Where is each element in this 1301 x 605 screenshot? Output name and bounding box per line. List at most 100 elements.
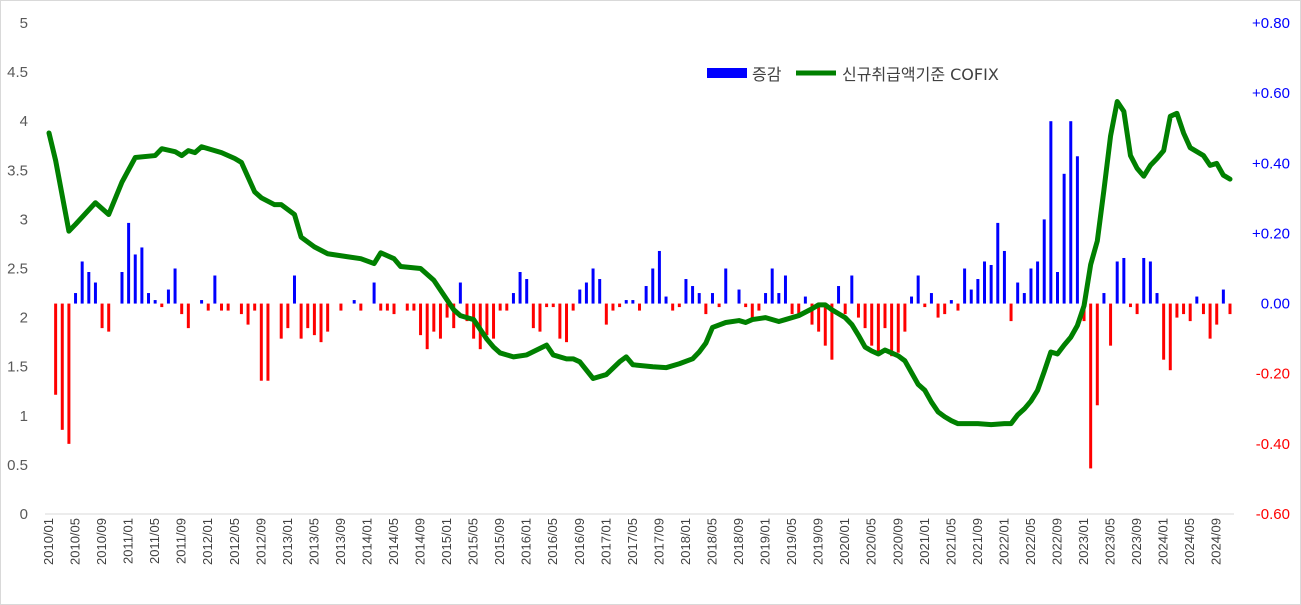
change-bar bbox=[545, 303, 549, 308]
change-bar bbox=[697, 293, 701, 304]
change-bar bbox=[830, 303, 834, 360]
x-tick-label: 2012/01 bbox=[200, 518, 215, 565]
change-bar bbox=[200, 300, 204, 304]
change-bar bbox=[531, 303, 535, 329]
change-bar bbox=[213, 275, 217, 304]
change-bar bbox=[591, 268, 595, 304]
change-bar bbox=[850, 275, 854, 304]
x-tick-label: 2011/05 bbox=[147, 518, 162, 564]
x-tick-label: 2019/09 bbox=[811, 518, 826, 565]
change-bar bbox=[140, 247, 144, 304]
change-bar bbox=[299, 303, 303, 339]
change-bar bbox=[266, 303, 270, 381]
x-tick-label: 2020/05 bbox=[864, 518, 879, 565]
change-bar bbox=[306, 303, 310, 329]
change-bar bbox=[777, 293, 781, 304]
change-bar bbox=[737, 289, 741, 304]
change-bar bbox=[1069, 121, 1073, 304]
change-bar bbox=[67, 303, 71, 444]
x-tick-label: 2021/09 bbox=[970, 518, 985, 565]
x-tick-label: 2016/01 bbox=[519, 518, 534, 565]
change-bar bbox=[551, 303, 555, 308]
x-tick-label: 2018/01 bbox=[678, 518, 693, 565]
x-tick-label: 2015/01 bbox=[439, 518, 454, 565]
change-bar bbox=[1009, 303, 1013, 322]
left-axis: 0 0.5 1 1.5 2 2.5 3 3.5 4 4.5 5 bbox=[7, 15, 28, 523]
change-bar bbox=[598, 279, 602, 304]
change-bar bbox=[74, 293, 78, 304]
change-bar bbox=[750, 303, 754, 318]
change-bar bbox=[1102, 293, 1106, 304]
change-bar bbox=[452, 303, 456, 329]
change-bar bbox=[405, 303, 409, 311]
x-tick-label: 2012/09 bbox=[253, 518, 268, 565]
change-bar bbox=[624, 300, 628, 304]
left-tick-label: 1 bbox=[20, 408, 28, 425]
change-bar bbox=[339, 303, 343, 311]
x-tick-label: 2018/05 bbox=[705, 518, 720, 565]
change-bar bbox=[989, 264, 993, 304]
change-bar bbox=[757, 303, 761, 311]
x-tick-label: 2020/09 bbox=[890, 518, 905, 565]
change-bar bbox=[856, 303, 860, 318]
change-bar bbox=[671, 303, 675, 311]
change-bar bbox=[1208, 303, 1212, 339]
x-tick-label: 2021/05 bbox=[943, 518, 958, 565]
change-bar bbox=[710, 293, 714, 304]
change-bar bbox=[1168, 303, 1172, 371]
change-bar bbox=[359, 303, 363, 311]
right-tick-label: -0.40 bbox=[1256, 436, 1290, 453]
change-bar bbox=[1148, 261, 1152, 304]
change-bar bbox=[173, 268, 177, 304]
x-tick-label: 2022/01 bbox=[996, 518, 1011, 565]
x-tick-label: 2016/05 bbox=[545, 518, 560, 565]
change-bar bbox=[896, 303, 900, 353]
change-bar bbox=[246, 303, 250, 325]
change-bar bbox=[724, 268, 728, 304]
x-tick-label: 2013/01 bbox=[280, 518, 295, 565]
x-tick-label: 2010/05 bbox=[68, 518, 83, 565]
change-bar bbox=[60, 303, 64, 430]
change-bar bbox=[1142, 257, 1146, 304]
change-bar bbox=[127, 222, 131, 304]
change-bar bbox=[1182, 303, 1186, 315]
right-tick-label: -0.20 bbox=[1256, 366, 1290, 383]
left-tick-label: 4.5 bbox=[7, 64, 28, 81]
x-tick-label: 2015/09 bbox=[492, 518, 507, 565]
change-bar bbox=[578, 289, 582, 304]
change-bar bbox=[419, 303, 423, 336]
change-bar bbox=[651, 268, 655, 304]
change-bar bbox=[969, 289, 973, 304]
x-tick-label: 2019/01 bbox=[758, 518, 773, 565]
change-bar bbox=[186, 303, 190, 329]
change-bar bbox=[949, 300, 953, 304]
change-bar bbox=[286, 303, 290, 329]
change-bar bbox=[485, 303, 489, 336]
change-bar bbox=[1022, 293, 1026, 304]
change-bar bbox=[525, 279, 529, 304]
x-tick-label: 2019/05 bbox=[784, 518, 799, 565]
right-tick-label: +0.20 bbox=[1252, 225, 1290, 242]
change-bar bbox=[93, 282, 97, 304]
change-bar bbox=[803, 296, 807, 304]
change-bar bbox=[253, 303, 257, 311]
change-bar bbox=[538, 303, 542, 332]
change-bar bbox=[465, 303, 469, 322]
x-tick-label: 2015/05 bbox=[466, 518, 481, 565]
change-bar bbox=[1049, 121, 1053, 304]
change-bar bbox=[458, 282, 462, 304]
change-bar bbox=[876, 303, 880, 353]
change-bar bbox=[518, 272, 522, 304]
change-bar bbox=[1155, 293, 1159, 304]
change-bar bbox=[810, 303, 814, 325]
change-bar bbox=[1128, 303, 1132, 308]
change-bar bbox=[1115, 261, 1119, 304]
change-bar bbox=[963, 268, 967, 304]
change-bar bbox=[1075, 156, 1079, 304]
change-bar bbox=[565, 303, 569, 343]
change-bar bbox=[120, 272, 124, 304]
change-bar bbox=[797, 303, 801, 315]
change-bar bbox=[1135, 303, 1139, 315]
x-tick-label: 2011/09 bbox=[174, 518, 189, 564]
